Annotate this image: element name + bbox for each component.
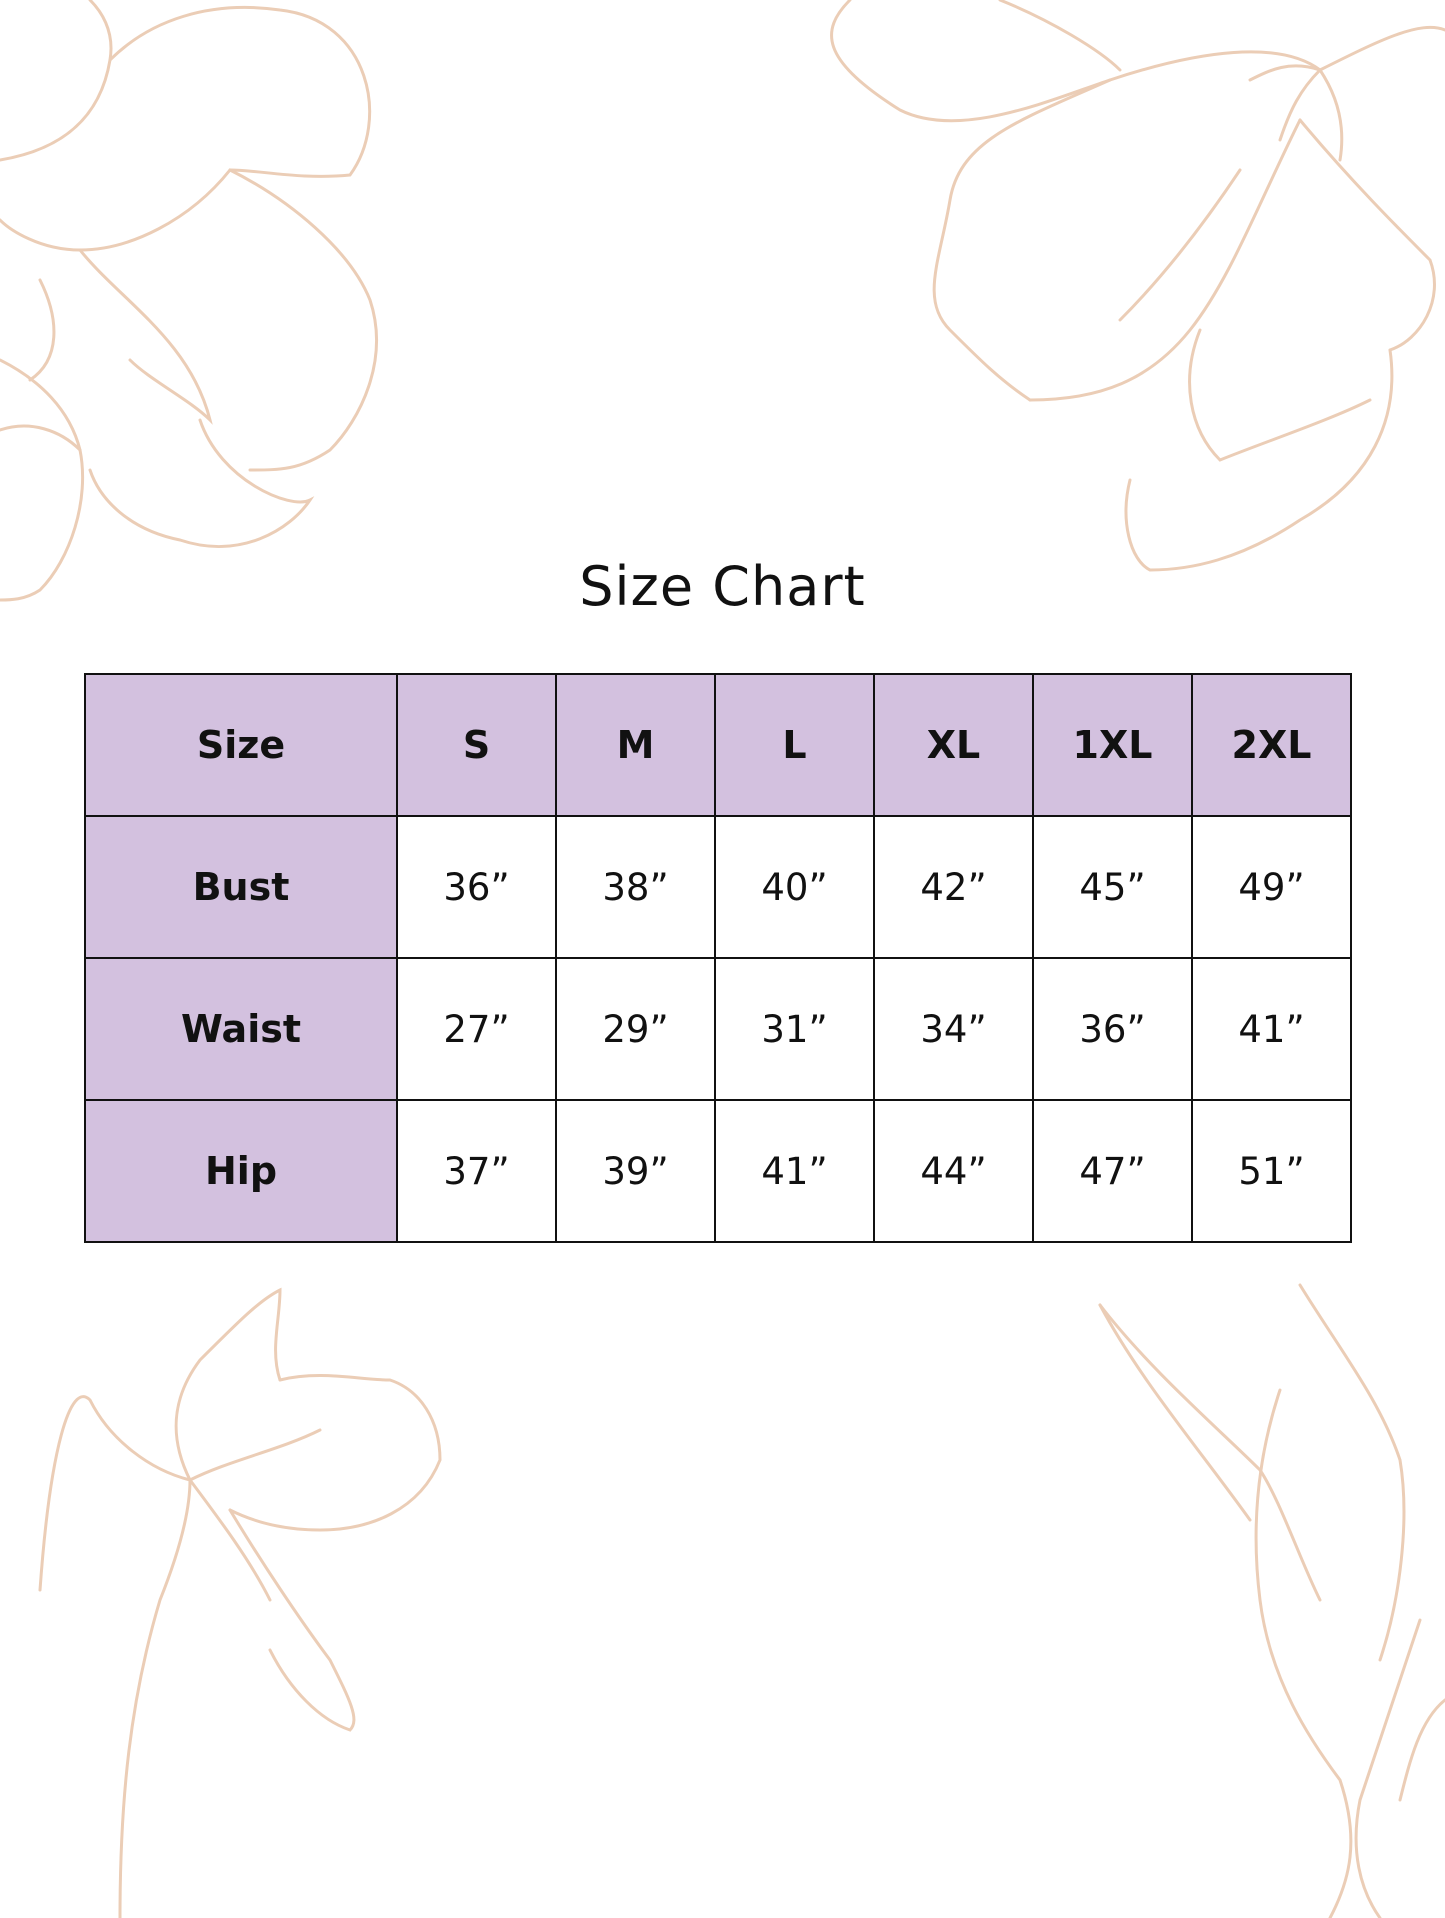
table-cell: 41” <box>714 1099 875 1243</box>
table-cell: 36” <box>396 815 557 959</box>
table-cell: 45” <box>1032 815 1193 959</box>
header-cell: 1XL <box>1032 673 1193 817</box>
table-cell: 49” <box>1191 815 1352 959</box>
header-cell: XL <box>873 673 1034 817</box>
flower-top-left <box>0 0 378 602</box>
table-cell: 42” <box>873 815 1034 959</box>
table-cell: 40” <box>714 815 875 959</box>
table-cell: 44” <box>873 1099 1034 1243</box>
table-cell: 51” <box>1191 1099 1352 1243</box>
table-cell: 29” <box>555 957 716 1101</box>
table-row: Hip 37” 39” 41” 44” 47” 51” <box>84 1099 1352 1243</box>
table-cell: 39” <box>555 1099 716 1243</box>
header-cell: S <box>396 673 557 817</box>
size-chart-table: Size S M L XL 1XL 2XL Bust 36” 38” 40” 4… <box>84 673 1352 1243</box>
table-cell: 36” <box>1032 957 1193 1101</box>
header-cell: L <box>714 673 875 817</box>
table-cell: 41” <box>1191 957 1352 1101</box>
table-row: Waist 27” 29” 31” 34” 36” 41” <box>84 957 1352 1101</box>
table-cell: 47” <box>1032 1099 1193 1243</box>
flower-bottom-left <box>38 1287 442 1918</box>
header-cell: Size <box>84 673 398 817</box>
table-cell: 34” <box>873 957 1034 1101</box>
table-row: Bust 36” 38” 40” 42” 45” 49” <box>84 815 1352 959</box>
header-cell: M <box>555 673 716 817</box>
table-header-row: Size S M L XL 1XL 2XL <box>84 673 1352 817</box>
page-title: Size Chart <box>579 555 866 618</box>
header-cell: 2XL <box>1191 673 1352 817</box>
table-cell: 38” <box>555 815 716 959</box>
flower-bottom-right <box>1098 1283 1445 1918</box>
row-label: Waist <box>84 957 398 1101</box>
table-cell: 37” <box>396 1099 557 1243</box>
row-label: Hip <box>84 1099 398 1243</box>
row-label: Bust <box>84 815 398 959</box>
table-cell: 31” <box>714 957 875 1101</box>
flower-top-right <box>830 0 1445 572</box>
table-cell: 27” <box>396 957 557 1101</box>
